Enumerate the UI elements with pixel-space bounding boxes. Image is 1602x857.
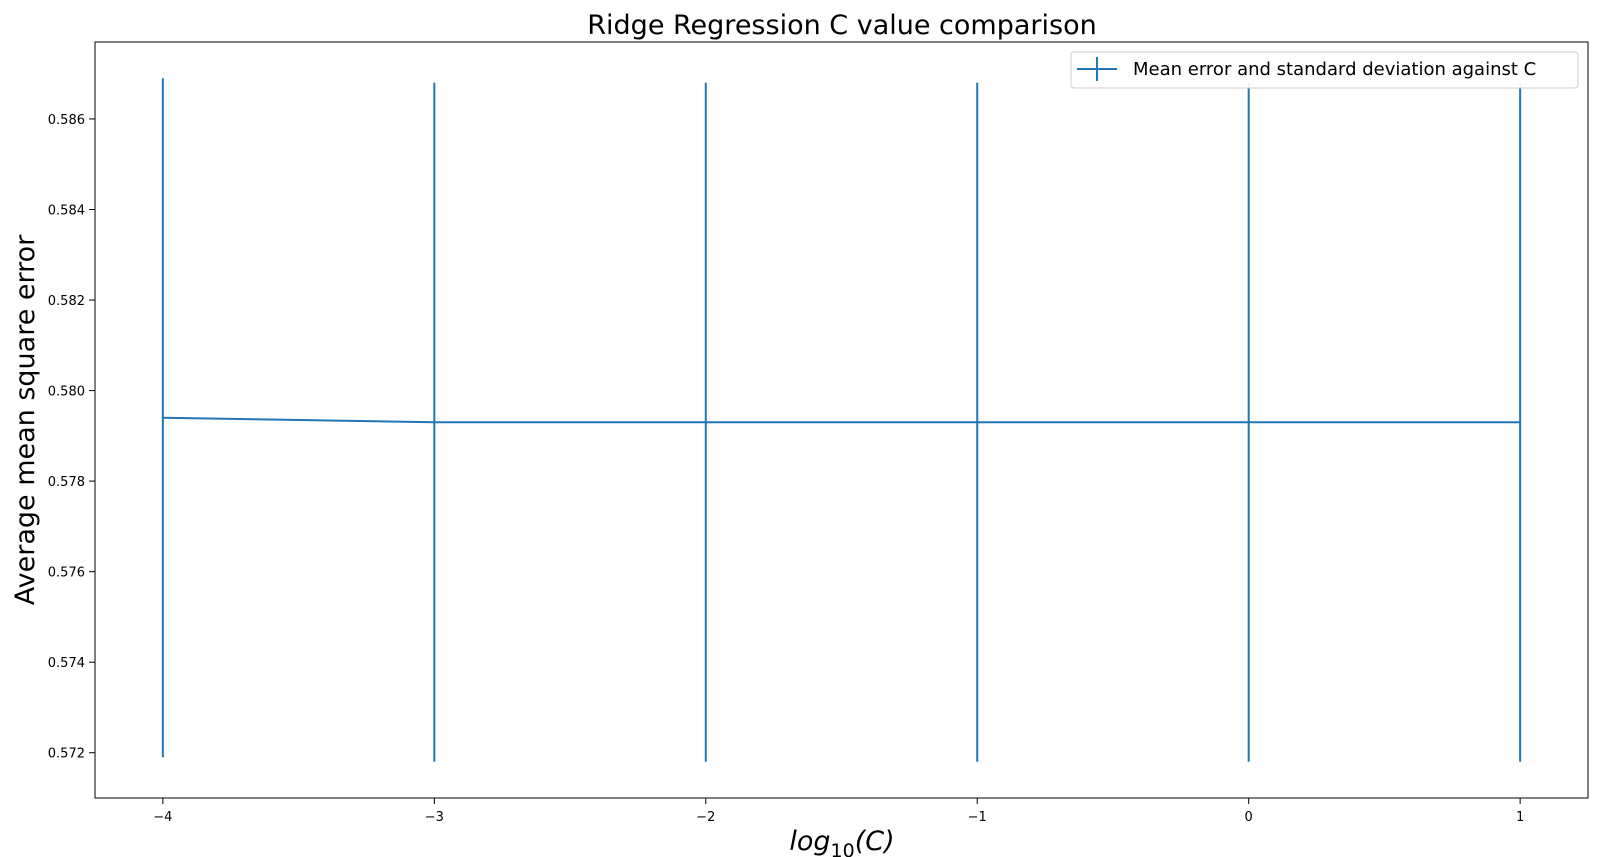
legend-series-label: Mean error and standard deviation agains… xyxy=(1133,59,1536,80)
legend-box xyxy=(1070,51,1579,89)
x-tick-label: −2 xyxy=(696,810,715,825)
x-axis-label: log10(C) xyxy=(789,826,894,857)
y-tick-label: 0.578 xyxy=(48,475,85,490)
y-tick-label: 0.574 xyxy=(48,656,85,671)
x-axis: −4 −3 −2 −1 0 1 xyxy=(153,798,1524,825)
x-axis-label-arg: (C) xyxy=(855,826,895,857)
error-bars-group xyxy=(161,78,1522,762)
plot-frame xyxy=(94,41,1589,799)
y-axis-label: Average mean square error xyxy=(10,234,41,605)
x-axis-label-base: log xyxy=(789,826,830,857)
y-tick-label: 0.580 xyxy=(48,385,85,400)
y-tick-label: 0.572 xyxy=(48,747,85,762)
x-tick-label: 0 xyxy=(1245,810,1253,825)
x-tick-label: −4 xyxy=(153,810,172,825)
y-tick-label: 0.576 xyxy=(48,566,85,581)
x-tick-label: 1 xyxy=(1516,810,1524,825)
chart-title: Ridge Regression C value comparison xyxy=(587,10,1096,41)
y-tick-label: 0.584 xyxy=(48,203,85,218)
x-tick-label: −3 xyxy=(425,810,444,825)
y-tick-label: 0.586 xyxy=(48,113,85,128)
series-line xyxy=(162,416,1521,424)
legend: Mean error and standard deviation agains… xyxy=(1070,51,1579,89)
y-axis: 0.572 0.574 0.576 0.578 0.580 0.582 0.584 0.586 xyxy=(48,113,95,762)
x-axis-label-subscript: 10 xyxy=(831,840,855,857)
y-tick-label: 0.582 xyxy=(48,294,85,309)
x-tick-label: −1 xyxy=(968,810,987,825)
